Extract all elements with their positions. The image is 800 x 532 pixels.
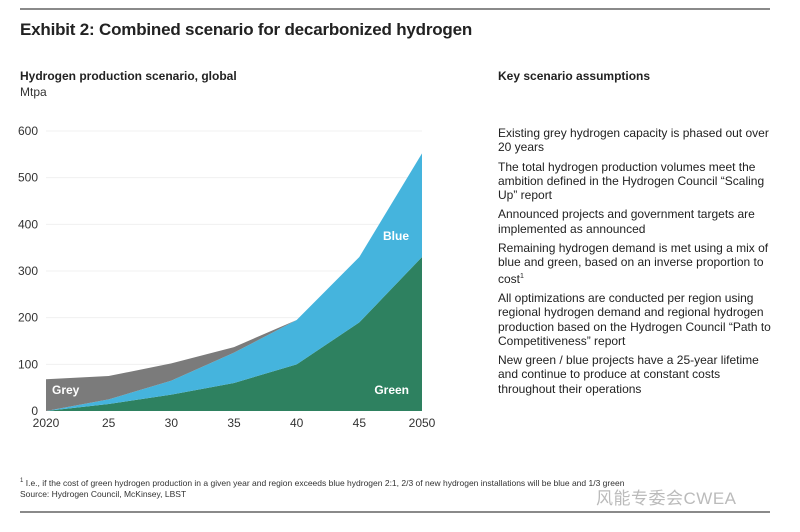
- y-tick-label: 200: [18, 311, 38, 325]
- assumption-item: Existing grey hydrogen capacity is phase…: [498, 126, 769, 155]
- assumptions-list: Existing grey hydrogen capacity is phase…: [498, 126, 773, 401]
- x-tick-label: 25: [102, 416, 116, 430]
- area-green: [46, 257, 422, 411]
- x-tick-label: 30: [165, 416, 179, 430]
- x-tick-label: 40: [290, 416, 304, 430]
- y-tick-label: 0: [31, 404, 38, 418]
- y-tick-label: 500: [18, 171, 38, 185]
- y-tick-label: 600: [18, 124, 38, 138]
- y-tick-label: 100: [18, 357, 38, 371]
- bottom-rule: [20, 511, 770, 513]
- assumption-item: The total hydrogen production volumes me…: [498, 159, 765, 203]
- exhibit-title: Exhibit 2: Combined scenario for decarbo…: [20, 20, 473, 39]
- y-tick-label: 400: [18, 217, 38, 231]
- series-label-grey: Grey: [52, 383, 80, 397]
- x-tick-label: 45: [353, 416, 367, 430]
- x-tick-label: 35: [227, 416, 241, 430]
- watermark: 风能专委会CWEA: [596, 489, 737, 508]
- assumption-item: Announced projects and government target…: [498, 207, 755, 236]
- area-blue: [46, 153, 422, 411]
- assumptions-heading: Key scenario assumptions: [498, 69, 651, 83]
- x-tick-label: 2020: [33, 416, 60, 430]
- source-note: Source: Hydrogen Council, McKinsey, LBST: [20, 489, 187, 499]
- top-rule: [20, 8, 770, 10]
- area-grey: [46, 153, 422, 411]
- footnote-ref: 1: [520, 272, 524, 280]
- assumption-item: All optimizations are conducted per regi…: [498, 290, 771, 348]
- series-label-green: Green: [374, 383, 409, 397]
- series-label-blue: Blue: [383, 229, 409, 243]
- assumption-item: New green / blue projects have a 25-year…: [498, 353, 759, 396]
- x-tick-label: 2050: [409, 416, 436, 430]
- assumption-item: Remaining hydrogen demand is met using a…: [498, 241, 769, 286]
- y-axis-unit: Mtpa: [20, 85, 47, 99]
- chart-title: Hydrogen production scenario, global: [20, 69, 237, 83]
- footnote: 1 I.e., if the cost of green hydrogen pr…: [20, 478, 625, 488]
- y-tick-label: 300: [18, 264, 38, 278]
